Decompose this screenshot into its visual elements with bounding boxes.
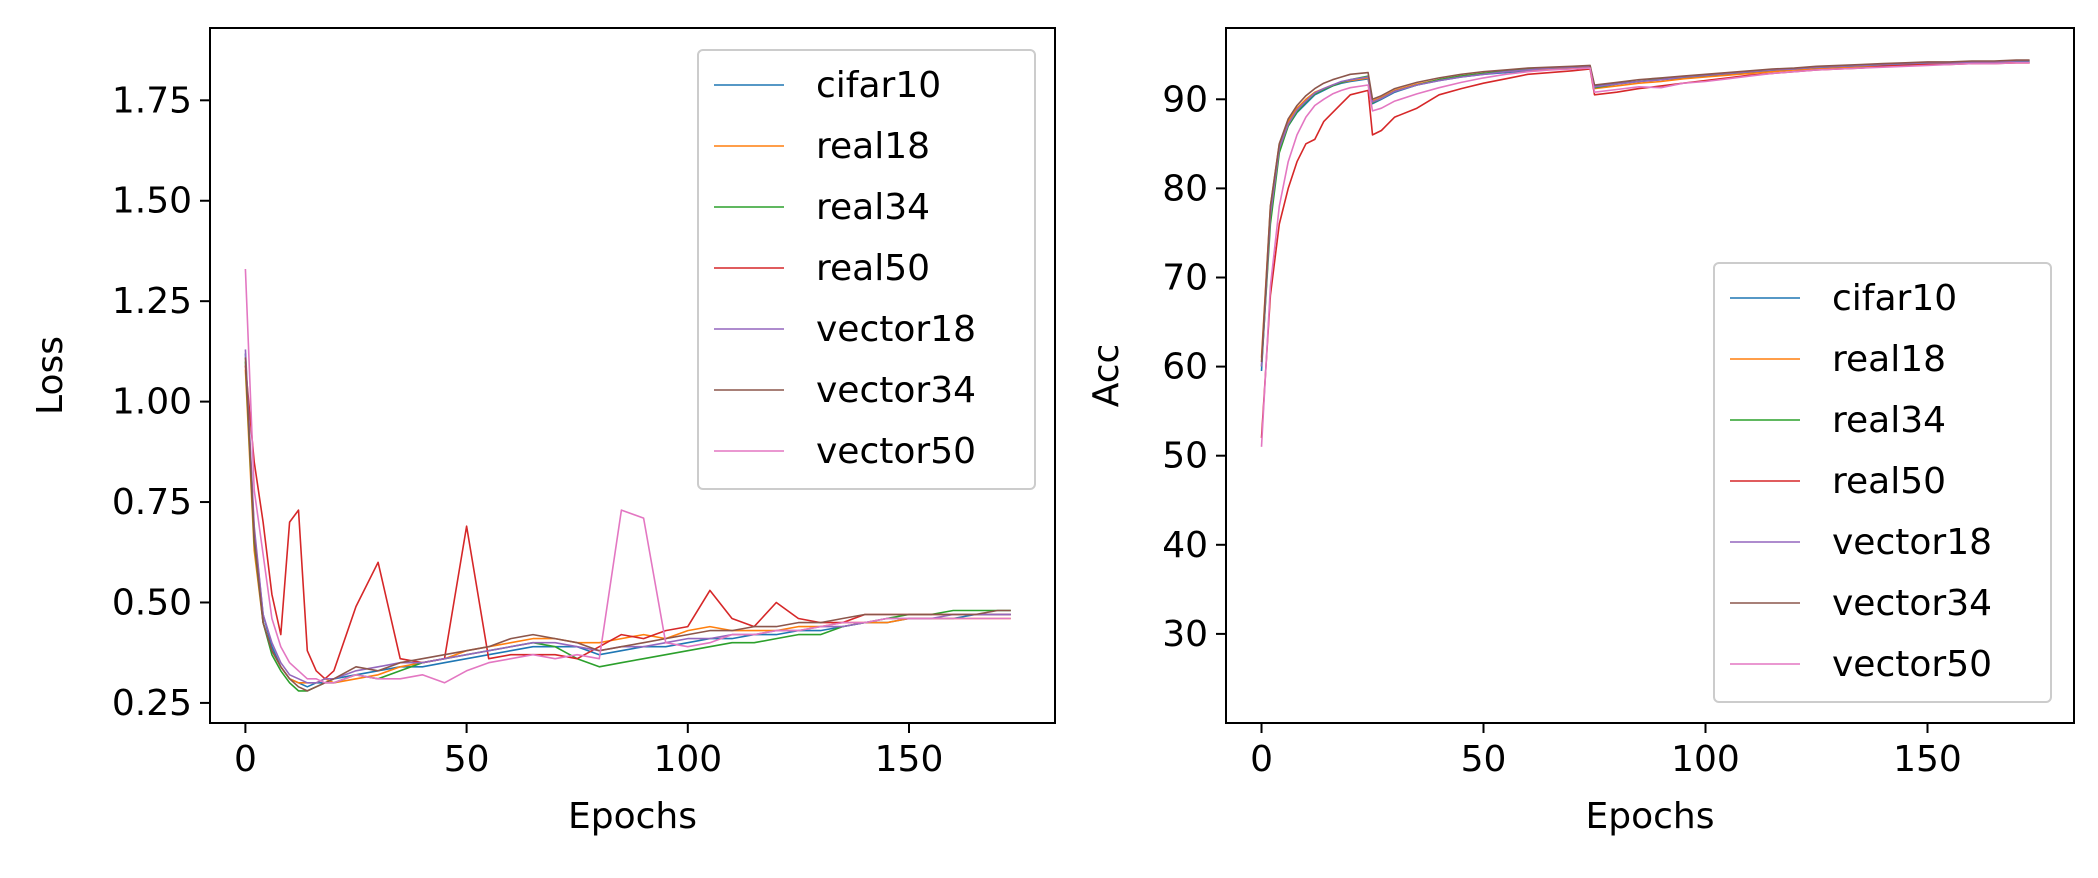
y-tick-label: 30 bbox=[1162, 614, 1208, 655]
y-tick-label: 50 bbox=[1162, 436, 1208, 477]
legend-label-cifar10: cifar10 bbox=[1832, 278, 1957, 319]
x-axis-label: Epochs bbox=[568, 796, 697, 837]
legend-label-vector34: vector34 bbox=[816, 370, 976, 411]
legend-label-real34: real34 bbox=[1832, 400, 1946, 441]
series-line-vector50 bbox=[244, 268, 1011, 684]
legend-label-real34: real34 bbox=[816, 187, 930, 228]
y-tick-label: 1.25 bbox=[112, 281, 192, 322]
y-tick-label: 0.25 bbox=[112, 683, 192, 724]
legend-label-vector50: vector50 bbox=[816, 431, 976, 472]
legend-label-vector18: vector18 bbox=[816, 309, 976, 350]
axes-frame bbox=[209, 27, 1056, 724]
x-axis-label: Epochs bbox=[1586, 796, 1715, 837]
y-tick-label: 90 bbox=[1162, 79, 1208, 120]
series-line-vector34 bbox=[1260, 59, 2030, 363]
series-group bbox=[1260, 59, 2030, 447]
legend-label-vector34: vector34 bbox=[1832, 583, 1992, 624]
legend-label-real18: real18 bbox=[816, 126, 930, 167]
legend-label-real18: real18 bbox=[1832, 339, 1946, 380]
legend-label-vector18: vector18 bbox=[1832, 522, 1992, 563]
y-tick-label: 1.00 bbox=[112, 382, 192, 423]
legend: cifar10 real18 real34 real50 vector18 vector3… bbox=[697, 49, 1036, 490]
y-tick-label: 0.75 bbox=[112, 482, 192, 523]
x-tick-label: 0 bbox=[1250, 739, 1273, 780]
y-tick-label: 1.50 bbox=[112, 181, 192, 222]
legend-box bbox=[1713, 262, 2052, 703]
legend-label-cifar10: cifar10 bbox=[816, 65, 941, 106]
chart-panel-2: 0 50 100 150 30 40 50 60 70 80 90 Epochs Acc cifar10 r… bbox=[1086, 27, 2075, 837]
x-tick-label: 0 bbox=[234, 739, 257, 780]
y-tick-label: 1.75 bbox=[112, 80, 192, 121]
x-tick-label: 100 bbox=[653, 739, 722, 780]
x-tick-label: 100 bbox=[1671, 739, 1740, 780]
legend-label-vector50: vector50 bbox=[1832, 644, 1992, 685]
y-tick-label: 70 bbox=[1162, 257, 1208, 298]
series-line-vector18 bbox=[1260, 60, 2030, 367]
axes-frame bbox=[1225, 27, 2075, 724]
legend: cifar10 real18 real34 real50 vector18 vector3… bbox=[1713, 262, 2052, 703]
legend-box bbox=[697, 49, 1036, 490]
series-line-vector34 bbox=[244, 357, 1011, 692]
y-tick-label: 40 bbox=[1162, 525, 1208, 566]
x-tick-label: 50 bbox=[1461, 739, 1507, 780]
y-tick-label: 80 bbox=[1162, 168, 1208, 209]
x-tick-label: 50 bbox=[444, 739, 490, 780]
chart-panel-1: 0 50 100 150 0.25 0.50 0.75 1.00 1.25 1.50 1.75 Epo… bbox=[30, 27, 1056, 837]
y-tick-label: 60 bbox=[1162, 347, 1208, 388]
y-axis-label: Acc bbox=[1086, 344, 1127, 408]
legend-label-real50: real50 bbox=[816, 248, 930, 289]
x-tick-label: 150 bbox=[875, 739, 944, 780]
series-line-vector50 bbox=[1260, 61, 2030, 447]
legend-label-real50: real50 bbox=[1832, 461, 1946, 502]
series-group bbox=[244, 268, 1011, 692]
y-tick-label: 0.50 bbox=[112, 582, 192, 623]
x-tick-label: 150 bbox=[1893, 739, 1962, 780]
y-axis-label: Loss bbox=[30, 336, 71, 415]
